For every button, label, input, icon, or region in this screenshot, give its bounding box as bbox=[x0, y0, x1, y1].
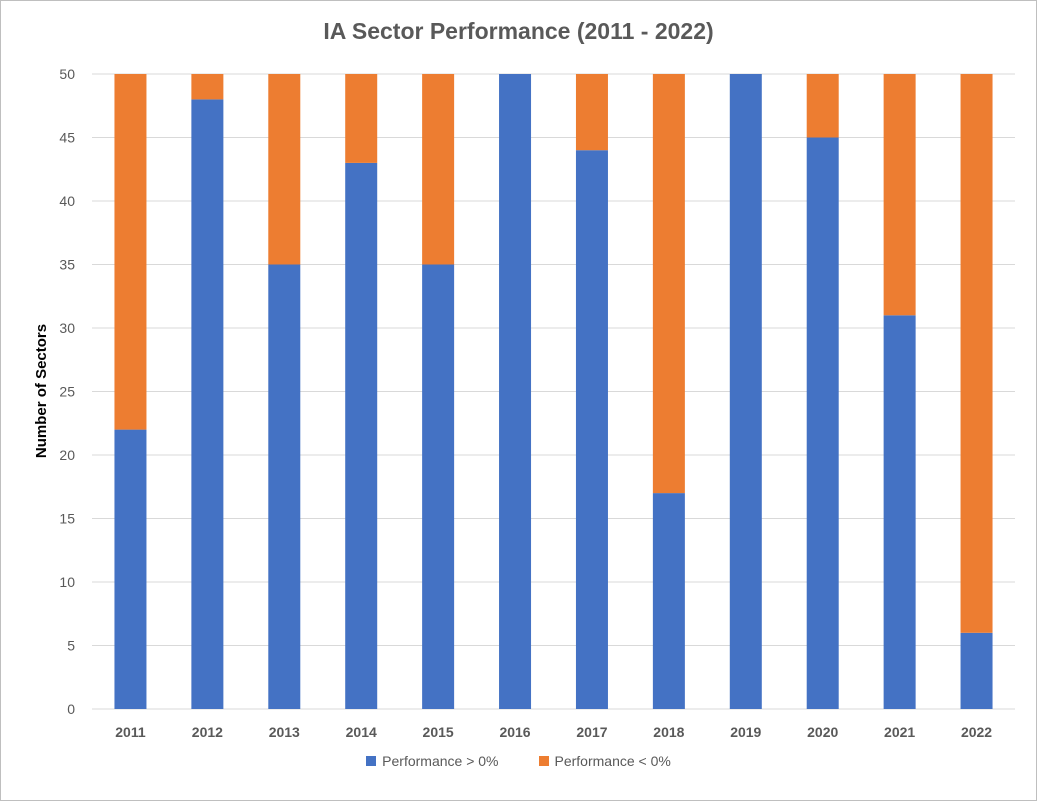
x-tick-label: 2016 bbox=[499, 724, 530, 740]
legend-label-negative: Performance < 0% bbox=[554, 753, 671, 769]
y-tick-label: 0 bbox=[67, 701, 75, 717]
y-tick-labels: 0 5 10 15 20 25 30 35 40 45 50 bbox=[59, 66, 75, 717]
bar-positive-2017 bbox=[575, 150, 608, 709]
y-tick-label: 10 bbox=[59, 574, 75, 590]
y-tick-label: 30 bbox=[59, 320, 75, 336]
legend-swatch-negative bbox=[538, 756, 549, 766]
bar-positive-2013 bbox=[268, 264, 301, 709]
x-tick-label: 2012 bbox=[192, 724, 223, 740]
y-axis-label: Number of Sectors bbox=[33, 324, 50, 458]
x-tick-label: 2011 bbox=[115, 724, 146, 740]
bars bbox=[114, 74, 993, 709]
bar-negative-2012 bbox=[191, 74, 224, 100]
grid-lines bbox=[92, 73, 1015, 710]
bar-positive-2015 bbox=[422, 264, 455, 709]
bar-negative-2014 bbox=[345, 74, 378, 163]
bar-positive-2014 bbox=[345, 162, 378, 709]
x-tick-label: 2018 bbox=[653, 724, 684, 740]
bar-negative-2021 bbox=[883, 74, 916, 316]
x-tick-label: 2019 bbox=[730, 724, 761, 740]
x-tick-labels: 2011 2012 2013 2014 2015 2016 2017 2018 2019 2020… bbox=[115, 724, 992, 740]
x-tick-label: 2022 bbox=[961, 724, 992, 740]
x-tick-label: 2013 bbox=[269, 724, 300, 740]
bar-positive-2021 bbox=[883, 315, 916, 709]
x-tick-label: 2021 bbox=[884, 724, 915, 740]
legend-item-negative: Performance < 0% bbox=[538, 753, 671, 769]
bar-positive-2012 bbox=[191, 99, 224, 709]
y-tick-label: 40 bbox=[59, 193, 75, 209]
x-tick-label: 2014 bbox=[346, 724, 377, 740]
bar-positive-2011 bbox=[114, 429, 147, 709]
x-tick-label: 2017 bbox=[576, 724, 607, 740]
bar-positive-2020 bbox=[806, 137, 839, 709]
bar-positive-2016 bbox=[499, 74, 532, 709]
y-tick-label: 35 bbox=[59, 257, 75, 273]
legend-label-positive: Performance > 0% bbox=[382, 753, 499, 769]
legend-item-positive: Performance > 0% bbox=[366, 753, 499, 769]
x-tick-label: 2015 bbox=[423, 724, 454, 740]
bar-negative-2011 bbox=[114, 74, 147, 430]
chart-title: IA Sector Performance (2011 - 2022) bbox=[323, 18, 714, 44]
legend-swatch-positive bbox=[366, 756, 377, 766]
bar-negative-2017 bbox=[575, 74, 608, 151]
bar-positive-2018 bbox=[652, 493, 685, 709]
bar-negative-2018 bbox=[652, 74, 685, 494]
y-tick-label: 20 bbox=[59, 447, 75, 463]
bar-negative-2022 bbox=[960, 74, 993, 633]
bar-negative-2015 bbox=[422, 74, 455, 265]
bar-positive-2022 bbox=[960, 632, 993, 709]
legend: Performance > 0% Performance < 0% bbox=[0, 753, 1037, 769]
bar-negative-2013 bbox=[268, 74, 301, 265]
y-tick-label: 50 bbox=[59, 66, 75, 82]
bar-positive-2019 bbox=[729, 74, 762, 709]
y-tick-label: 15 bbox=[59, 511, 75, 527]
y-tick-label: 5 bbox=[67, 638, 75, 654]
x-tick-label: 2020 bbox=[807, 724, 838, 740]
y-tick-label: 25 bbox=[59, 384, 75, 400]
y-tick-label: 45 bbox=[59, 130, 75, 146]
bar-negative-2020 bbox=[806, 74, 839, 138]
